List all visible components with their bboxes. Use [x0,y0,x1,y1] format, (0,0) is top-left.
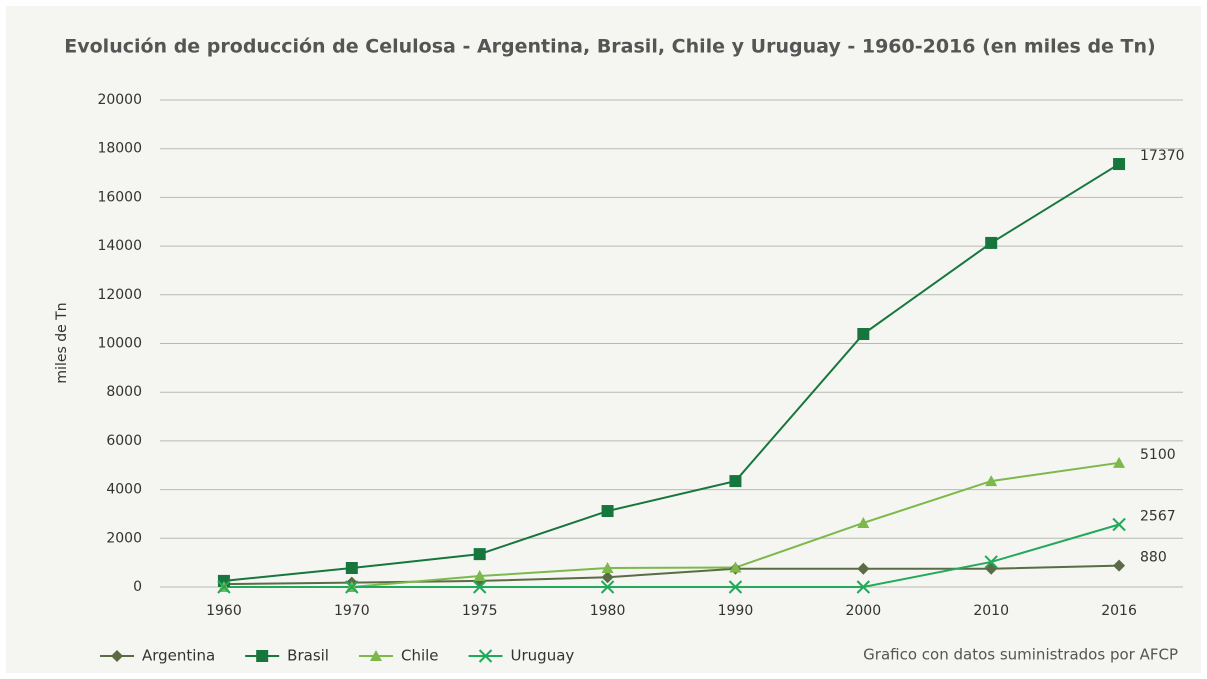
data-label: 2567 [1140,508,1176,524]
marker [472,580,487,594]
marker [857,328,870,341]
marker [729,561,742,573]
data-label: 5100 [1140,447,1176,463]
legend-label: Brasil [287,647,329,665]
x-tick-label: 2010 [973,603,1009,619]
marker [857,562,870,575]
marker [985,475,998,487]
marker [478,649,493,663]
x-tick-label: 1960 [206,603,242,619]
series-line [223,523,1120,588]
x-tick-label: 1975 [462,603,498,619]
chart-background [6,6,1201,673]
marker [473,570,486,582]
y-tick-label: 12000 [97,287,142,303]
legend-label: Uruguay [511,647,575,665]
marker [600,580,615,594]
x-tick-label: 2016 [1101,603,1137,619]
marker [601,571,614,584]
y-tick-label: 2000 [106,530,142,546]
series-line [223,564,1120,586]
marker [856,580,871,594]
marker [256,650,269,662]
y-tick-label: 20000 [97,92,142,108]
marker [111,650,123,662]
series-line [223,461,1120,588]
y-tick-label: 16000 [97,189,142,205]
x-tick-label: 1970 [334,603,370,619]
marker [1112,517,1126,532]
marker [601,562,614,574]
y-tick-label: 18000 [97,141,142,157]
y-tick-label: 0 [133,579,142,595]
x-tick-label: 2000 [845,603,881,619]
y-axis-label: miles de Tn [54,302,70,383]
marker [984,555,998,569]
y-tick-label: 10000 [97,336,142,352]
y-tick-label: 4000 [106,482,142,498]
marker [345,580,359,594]
marker [345,562,358,575]
legend-label: Chile [401,647,439,665]
data-label: 880 [1140,550,1167,566]
y-tick-label: 14000 [97,238,142,254]
marker [369,650,382,661]
marker [729,475,742,488]
marker [217,580,231,594]
marker [728,580,743,594]
marker [1113,559,1126,572]
marker [1113,456,1126,468]
marker [1113,158,1126,171]
marker [601,505,614,518]
source-note: Grafico con datos suministrados por AFCP [863,646,1178,664]
marker [985,236,998,249]
y-tick-label: 8000 [106,384,142,400]
x-tick-label: 1980 [590,603,626,619]
x-tick-label: 1990 [718,603,754,619]
y-tick-label: 6000 [106,433,142,449]
legend-label: Argentina [142,647,215,665]
marker [473,548,486,561]
chart-title: Evolución de producción de Celulosa - Ar… [64,36,1155,58]
series-line [223,163,1120,582]
data-label: 17370 [1140,148,1185,164]
marker [857,516,870,528]
